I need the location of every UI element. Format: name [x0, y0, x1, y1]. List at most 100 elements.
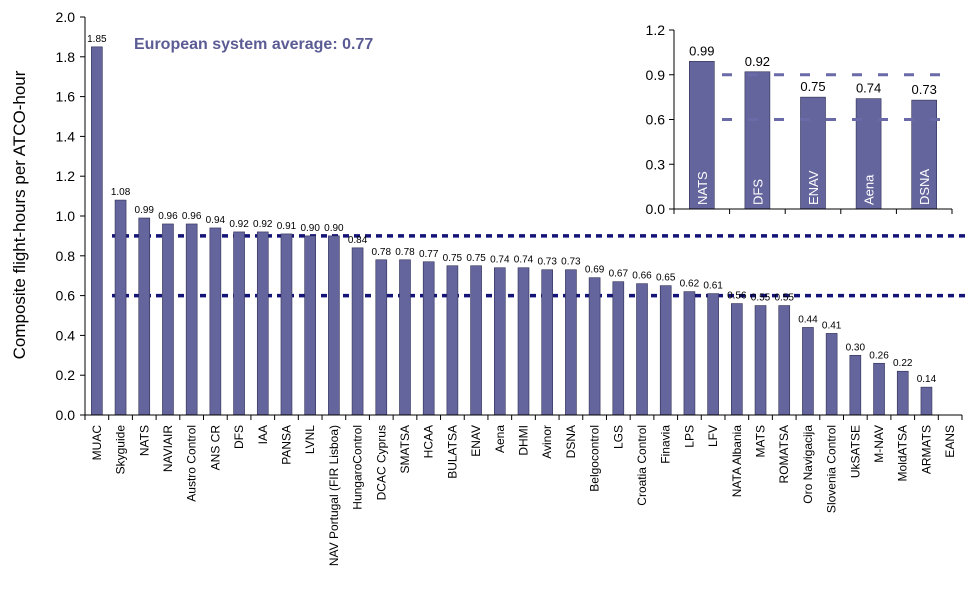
y-tick-label-10: 2.0: [56, 9, 76, 25]
inset-value-labels: 0.99 0.92 0.75 0.74 0.73: [689, 43, 937, 97]
value-label-15: 0.75: [443, 253, 463, 264]
x-tick-label-4: Austro Control: [185, 425, 199, 502]
bar-23: [636, 283, 648, 416]
x-tick-label-17: Aena: [493, 425, 507, 453]
x-tick-label-11: HungaroControl: [351, 425, 365, 510]
inset-value-label-3: 0.74: [856, 81, 881, 96]
y-tick-label-6: 1.2: [56, 168, 76, 184]
main-value-labels: 1.851.080.990.96 0.96 0.94 0.92 0.92 0.91 0.90…: [87, 34, 936, 385]
x-tick-label-28: MATS: [754, 425, 768, 457]
x-tick-label-36: EANS: [943, 425, 957, 458]
value-label-13: 0.78: [395, 247, 415, 258]
bar-29: [778, 305, 791, 416]
bar-4: [185, 223, 198, 416]
value-label-12: 0.78: [372, 247, 392, 258]
value-label-25: 0.62: [680, 279, 700, 290]
inset-bar-label-2: ENAV: [806, 170, 821, 205]
x-tick-label-10: NAV Portugal (FIR Lisboa): [327, 425, 341, 566]
bar-31: [825, 333, 838, 416]
x-tick-label-30: Oro Navigacija: [801, 425, 815, 504]
value-label-23: 0.66: [632, 271, 652, 282]
value-label-20: 0.73: [561, 257, 581, 268]
bar-21: [588, 277, 601, 416]
x-tick-label-7: IAA: [256, 425, 270, 444]
x-tick-label-18: DHMI: [517, 425, 531, 456]
x-tick-label-19: Avinor: [540, 425, 554, 459]
x-tick-label-5: ANS CR: [208, 425, 222, 471]
bar-1: [114, 199, 127, 416]
bar-5: [209, 227, 222, 416]
y-tick-label-8: 1.6: [56, 89, 76, 105]
inset-y-tick-label-3: 0.9: [646, 67, 666, 83]
bar-2: [138, 217, 151, 416]
y-axis-title: Composite flight-hours per ATCO-hour: [10, 70, 29, 359]
value-label-3: 0.96: [158, 211, 178, 222]
y-tick-label-9: 1.8: [56, 49, 76, 65]
x-tick-label-27: NATA Albania: [730, 425, 744, 498]
bar-32: [849, 354, 862, 416]
value-label-5: 0.94: [206, 215, 226, 226]
bar-18: [517, 267, 530, 416]
bar-17: [493, 267, 506, 416]
system-average-annotation: European system average: 0.77: [134, 36, 373, 53]
bar-24: [659, 285, 672, 416]
inset-category-labels: NATS DFS ENAV Aena DSNA: [695, 169, 932, 205]
y-tick-label-0: 0.0: [56, 407, 76, 423]
value-label-10: 0.90: [324, 223, 344, 234]
value-label-14: 0.77: [419, 249, 439, 260]
x-tick-label-2: NATS: [137, 425, 151, 456]
inset-chart: 0.99 0.92 0.75 0.74 0.73 NATS DFS ENAV Aena DSNA…: [646, 22, 953, 217]
value-label-8: 0.91: [277, 221, 297, 232]
value-label-16: 0.75: [466, 253, 486, 264]
bar-20: [565, 269, 577, 416]
bar-0: [91, 46, 103, 416]
x-tick-label-16: ENAV: [469, 425, 483, 457]
x-tick-label-15: BULATSA: [445, 425, 459, 479]
value-label-1: 1.08: [111, 187, 131, 198]
value-label-11: 0.84: [348, 235, 368, 246]
bar-6: [233, 231, 245, 416]
x-tick-label-0: MUAC: [90, 425, 104, 461]
x-tick-label-35: ARMATS: [919, 425, 933, 474]
inset-y-tick-label-2: 0.6: [646, 112, 666, 128]
bar-26: [707, 293, 719, 416]
inset-value-label-0: 0.99: [689, 43, 714, 58]
x-tick-label-8: PANSA: [279, 425, 293, 465]
bar-11: [351, 247, 364, 416]
inset-y-tick-label-4: 1.2: [646, 22, 666, 38]
inset-bar-3: [855, 98, 882, 210]
value-label-17: 0.74: [490, 255, 510, 266]
x-tick-label-26: LFV: [706, 425, 720, 447]
inset-bar-2: [800, 96, 826, 210]
x-tick-label-13: SMATSA: [398, 425, 412, 473]
bar-16: [470, 265, 482, 416]
value-label-21: 0.69: [585, 265, 605, 276]
inset-value-label-4: 0.73: [912, 82, 937, 97]
value-label-7: 0.92: [253, 219, 273, 230]
inset-y-ticks: 0.0 0.3 0.6 0.9 1.2: [646, 22, 674, 217]
inset-bar-label-3: Aena: [862, 174, 877, 205]
main-y-ticks: 0.0 0.2 0.4 0.6 0.8 1.0 1.2 1.4 1.6 1.8 2.0: [56, 9, 85, 423]
x-tick-label-25: LPS: [682, 425, 696, 448]
y-tick-label-5: 1.0: [56, 208, 76, 224]
x-tick-label-31: Slovenia Control: [825, 425, 839, 513]
bar-19: [541, 269, 554, 416]
bar-13: [399, 259, 411, 416]
value-label-27: 0.56: [727, 291, 747, 302]
x-tick-label-6: DFS: [232, 425, 246, 449]
value-label-2: 0.99: [135, 205, 155, 216]
value-label-32: 0.30: [846, 342, 866, 353]
x-tick-label-12: DCAC Cyprus: [374, 425, 388, 500]
x-tick-label-14: HCAA: [422, 425, 436, 458]
value-label-34: 0.22: [893, 358, 913, 369]
value-label-26: 0.61: [703, 281, 723, 292]
y-tick-label-3: 0.6: [56, 288, 76, 304]
inset-y-tick-label-0: 0.0: [646, 201, 666, 217]
bar-28: [754, 305, 767, 416]
value-label-31: 0.41: [822, 320, 842, 331]
value-label-35: 0.14: [917, 374, 937, 385]
value-label-0: 1.85: [87, 34, 107, 45]
x-tick-label-9: LVNL: [303, 425, 317, 454]
bar-22: [612, 281, 625, 416]
